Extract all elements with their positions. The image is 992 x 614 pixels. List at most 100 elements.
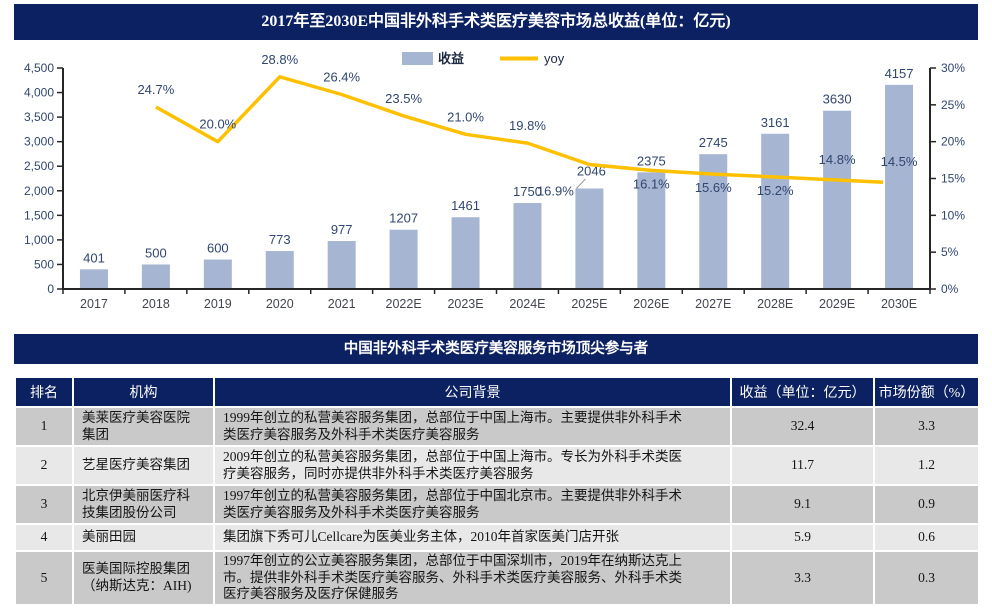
label-leader-line xyxy=(576,178,586,189)
yoy-label-2021: 26.4% xyxy=(323,70,360,85)
bar-value-label-2017: 401 xyxy=(83,250,105,265)
org-cell: 美丽田园 xyxy=(72,523,215,552)
x-axis-label-2018: 2018 xyxy=(142,297,170,311)
left-tick-label: 500 xyxy=(34,257,54,271)
share-cell: 3.3 xyxy=(873,406,980,447)
x-axis-label-2024E: 2024E xyxy=(509,297,545,311)
org-cell: 北京伊美丽医疗科 技集团股份公司 xyxy=(72,484,215,525)
bg-cell: 集团旗下秀可儿Cellcare为医美业务主体，2010年首家医美门店开张 xyxy=(213,523,732,552)
x-axis-label-2021: 2021 xyxy=(328,297,356,311)
yoy-label-2023E: 21.0% xyxy=(447,109,484,124)
bar-value-label-2018: 500 xyxy=(145,245,167,260)
bar-value-label-2028E: 3161 xyxy=(761,115,790,130)
legend-revenue-label: 收益 xyxy=(438,51,464,66)
yoy-label-2019: 20.0% xyxy=(199,117,236,132)
x-axis-label-2017: 2017 xyxy=(80,297,108,311)
revenue-bar-2026E xyxy=(637,172,666,289)
bg-cell: 1997年创立的公立美容服务集团，总部位于中国深圳市，2019年在纳斯达克上 市… xyxy=(213,549,732,607)
x-axis-label-2026E: 2026E xyxy=(633,297,669,311)
x-axis-label-2022E: 2022E xyxy=(386,297,422,311)
bg-cell: 1999年创立的私营美容服务集团，总部位于中国上海市。主要提供非外科手术 类医疗… xyxy=(213,406,732,447)
yoy-label-2029E: 14.8% xyxy=(819,152,856,167)
yoy-line xyxy=(155,75,884,184)
column-header-2: 公司背景 xyxy=(213,376,732,408)
bar-value-label-2024E: 1750 xyxy=(513,184,542,199)
revenue-bar-2030E xyxy=(885,84,914,289)
share-cell: 0.3 xyxy=(873,549,980,607)
yoy-label-2020: 28.8% xyxy=(261,52,298,67)
left-tick-label: 4,000 xyxy=(24,86,54,100)
table-row-5: 5 医美国际控股集团 （纳斯达克：AIH) 1997年创立的公立美容服务集团，总部位… xyxy=(14,549,980,607)
chart-title-bar: 2017年至2030E中国非外科手术类医疗美容市场总收益(单位：亿元) xyxy=(14,4,978,40)
yoy-label-2030E: 14.5% xyxy=(881,154,918,169)
revenue-bar-2027E xyxy=(699,154,728,289)
table-row-1: 1 美莱医疗美容医院 集团 1999年创立的私营美容服务集团，总部位于中国上海市。主… xyxy=(14,406,980,447)
share-cell: 0.6 xyxy=(873,523,980,552)
table-header-row: 排名 机构 公司背景 收益（单位：亿元） 市场份额（%） xyxy=(14,376,980,408)
revenue-bar-2020 xyxy=(265,251,294,289)
left-tick-label: 3,500 xyxy=(24,110,54,124)
right-tick-label: 25% xyxy=(941,98,965,112)
left-tick-label: 3,000 xyxy=(24,135,54,149)
x-axis-label-2027E: 2027E xyxy=(695,297,731,311)
bar-value-label-2027E: 2745 xyxy=(699,135,728,150)
bar-value-label-2026E: 2375 xyxy=(637,153,666,168)
revenue-cell: 3.3 xyxy=(730,549,875,607)
revenue-bar-2024E xyxy=(513,203,542,289)
right-tick-label: 0% xyxy=(941,282,959,296)
participants-table: 排名 机构 公司背景 收益（单位：亿元） 市场份额（%） 1 美莱医疗美容医院 集团 199… xyxy=(14,376,980,607)
bar-value-label-2025E: 2046 xyxy=(577,164,606,179)
table-title-bar: 中国非外科手术类医疗美容服务市场顶尖参与者 xyxy=(14,334,978,364)
legend: 收益 yoy xyxy=(402,51,565,66)
revenue-bar-2017 xyxy=(79,269,108,289)
revenue-bar-2018 xyxy=(141,264,170,289)
chart-title: 2017年至2030E中国非外科手术类医疗美容市场总收益(单位：亿元) xyxy=(261,13,731,30)
bg-cell: 2009年创立的私营美容服务集团，总部位于中国上海市。专长为外科手术类医 疗美容… xyxy=(213,445,732,486)
share-cell: 1.2 xyxy=(873,445,980,486)
axes: 0 500 1,000 1,500 2,000 2,500 3,000 3,500 4,000 4… xyxy=(24,61,965,311)
left-tick-label: 2,000 xyxy=(24,184,54,198)
revenue-bar-2019 xyxy=(203,259,232,289)
x-axis-label-2028E: 2028E xyxy=(757,297,793,311)
yoy-label-2027E: 15.6% xyxy=(695,180,732,195)
revenue-bars xyxy=(79,84,914,289)
org-cell: 医美国际控股集团 （纳斯达克：AIH) xyxy=(72,549,215,607)
revenue-cell: 11.7 xyxy=(730,445,875,486)
rank-cell: 3 xyxy=(14,484,74,525)
revenue-bar-2029E xyxy=(823,110,852,289)
share-cell: 0.9 xyxy=(873,484,980,525)
yoy-label-2018: 24.7% xyxy=(137,82,174,97)
revenue-cell: 5.9 xyxy=(730,523,875,552)
x-axis-label-2019: 2019 xyxy=(204,297,232,311)
yoy-label-2028E: 15.2% xyxy=(757,183,794,198)
revenue-bar-2022E xyxy=(389,229,418,289)
column-header-4: 市场份额（%） xyxy=(873,376,980,408)
bar-value-labels: 401 500 600 773 977 1207 1461 1750 2046 2375 2745 3… xyxy=(83,66,913,265)
table-row-3: 3 北京伊美丽医疗科 技集团股份公司 1997年创立的私营美容服务集团，总部位于中国… xyxy=(14,484,980,525)
left-tick-label: 4,500 xyxy=(24,61,54,75)
column-header-1: 机构 xyxy=(72,376,215,408)
x-axis-label-2025E: 2025E xyxy=(571,297,607,311)
left-tick-label: 2,500 xyxy=(24,159,54,173)
rank-cell: 4 xyxy=(14,523,74,552)
right-tick-label: 15% xyxy=(941,172,965,186)
bar-value-label-2020: 773 xyxy=(269,232,291,247)
bar-value-label-2019: 600 xyxy=(207,241,229,256)
left-tick-label: 1,500 xyxy=(24,208,54,222)
bar-value-label-2021: 977 xyxy=(331,222,353,237)
rank-cell: 5 xyxy=(14,549,74,607)
revenue-bar-2025E xyxy=(575,188,604,289)
yoy-label-2026E: 16.1% xyxy=(633,176,670,191)
left-tick-label: 0 xyxy=(47,282,54,296)
bar-value-label-2030E: 4157 xyxy=(885,66,914,81)
legend-yoy-label: yoy xyxy=(544,51,565,66)
rank-cell: 1 xyxy=(14,406,74,447)
x-axis-label-2029E: 2029E xyxy=(819,297,855,311)
rank-cell: 2 xyxy=(14,445,74,486)
right-tick-label: 30% xyxy=(941,61,965,75)
revenue-yoy-chart: 收益 yoy 0 500 1,000 1,500 2,000 2,500 3,000 3,500 4… xyxy=(24,51,965,311)
x-axis-label-2030E: 2030E xyxy=(881,297,917,311)
bg-cell: 1997年创立的私营美容服务集团，总部位于中国北京市。主要提供非外科手术 类医疗… xyxy=(213,484,732,525)
table-title: 中国非外科手术类医疗美容服务市场顶尖参与者 xyxy=(343,341,649,357)
revenue-bar-2028E xyxy=(761,133,790,289)
